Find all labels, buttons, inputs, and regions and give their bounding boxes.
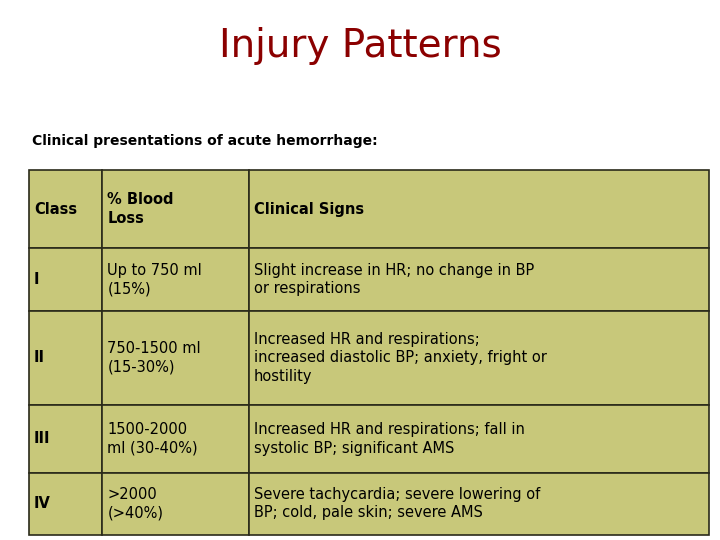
Text: Increased HR and respirations; fall in
systolic BP; significant AMS: Increased HR and respirations; fall in s… (253, 422, 524, 456)
Text: Class: Class (34, 202, 77, 217)
Text: III: III (34, 431, 50, 446)
Text: Increased HR and respirations;
increased diastolic BP; anxiety, fright or
hostil: Increased HR and respirations; increased… (253, 332, 546, 384)
Text: 750-1500 ml
(15-30%): 750-1500 ml (15-30%) (107, 341, 201, 375)
Text: 1500-2000
ml (30-40%): 1500-2000 ml (30-40%) (107, 422, 198, 456)
Text: % Blood
Loss: % Blood Loss (107, 192, 174, 226)
Text: Up to 750 ml
(15%): Up to 750 ml (15%) (107, 262, 202, 296)
Text: Clinical Signs: Clinical Signs (253, 202, 364, 217)
Text: Clinical presentations of acute hemorrhage:: Clinical presentations of acute hemorrha… (32, 134, 378, 149)
Text: Injury Patterns: Injury Patterns (219, 27, 501, 65)
Text: >2000
(>40%): >2000 (>40%) (107, 487, 163, 521)
Text: IV: IV (34, 496, 50, 511)
Text: II: II (34, 350, 45, 365)
Text: Slight increase in HR; no change in BP
or respirations: Slight increase in HR; no change in BP o… (253, 262, 534, 296)
Text: Severe tachycardia; severe lowering of
BP; cold, pale skin; severe AMS: Severe tachycardia; severe lowering of B… (253, 487, 540, 521)
Text: I: I (34, 272, 40, 287)
